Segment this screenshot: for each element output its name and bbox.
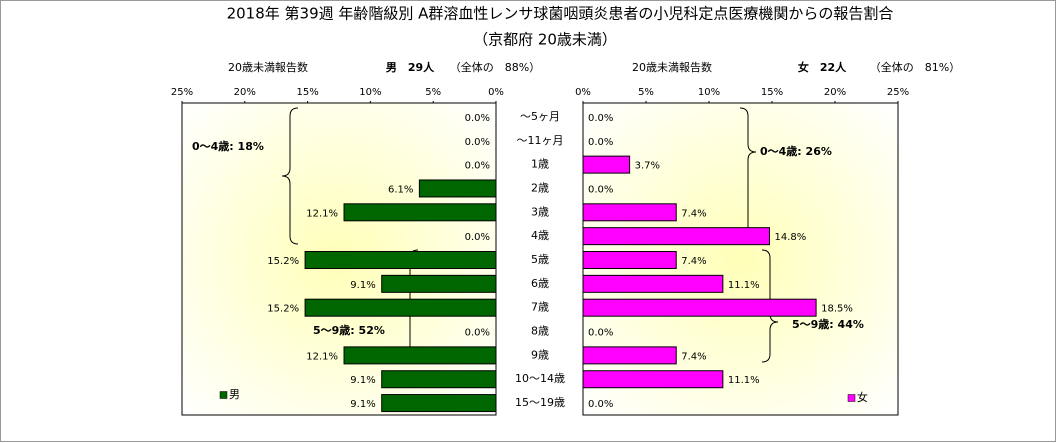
share: （全体の 81%） <box>870 60 960 74</box>
value-label: 0.0% <box>588 113 613 124</box>
value-label: 15.2% <box>267 304 299 315</box>
chart-title: 2018年 第39週 年齢階級別 A群溶血性レンサ球菌咽頭炎患者の小児科定点医療… <box>227 5 894 23</box>
x-tick-label: 25% <box>887 87 909 98</box>
bar <box>343 346 497 365</box>
bar <box>582 227 770 246</box>
legend-swatch <box>219 391 228 399</box>
bar <box>418 179 497 198</box>
x-tick-label: 10% <box>698 87 720 98</box>
category-label: 4歳 <box>531 229 549 242</box>
bar <box>582 346 677 365</box>
bar <box>381 394 497 413</box>
x-tick-label: 15% <box>296 87 318 98</box>
x-tick-label: 0% <box>488 87 504 98</box>
bar <box>582 203 677 222</box>
legend-label: 男 <box>229 388 240 401</box>
category-label: 10～14歳 <box>515 372 565 385</box>
category-label: 1歳 <box>531 158 549 171</box>
category-label: 3歳 <box>531 205 549 218</box>
value-label: 0.0% <box>465 232 490 243</box>
value-label: 9.1% <box>350 375 375 386</box>
bar <box>343 203 497 222</box>
value-label: 11.1% <box>728 280 760 291</box>
category-label: ～11ヶ月 <box>517 134 564 147</box>
category-label: 7歳 <box>531 301 549 314</box>
x-tick-label: 25% <box>171 87 193 98</box>
share: （全体の 88%） <box>450 60 540 74</box>
bar <box>582 155 631 174</box>
category-label: 5歳 <box>531 253 549 266</box>
value-label: 12.1% <box>306 208 338 219</box>
x-tick-label: 15% <box>761 87 783 98</box>
category-label: ～5ヶ月 <box>520 110 560 123</box>
bar <box>304 298 497 317</box>
annotation: 0～4歳: 18% <box>192 139 264 153</box>
count-label: 20歳未満報告数 <box>228 61 308 74</box>
bar <box>381 274 497 293</box>
brace <box>761 249 779 363</box>
sex-count: 男 29人 <box>386 60 435 74</box>
value-label: 0.0% <box>465 137 490 148</box>
value-label: 15.2% <box>267 256 299 267</box>
annotation: 0～4歳: 26% <box>760 144 832 158</box>
value-label: 0.0% <box>465 161 490 172</box>
value-label: 18.5% <box>821 304 853 315</box>
value-label: 0.0% <box>465 328 490 339</box>
legend-label: 女 <box>857 390 868 404</box>
x-tick-label: 20% <box>824 87 846 98</box>
x-tick-label: 5% <box>638 87 654 98</box>
bar <box>582 370 724 389</box>
value-label: 7.4% <box>681 208 706 219</box>
count-label: 20歳未満報告数 <box>632 61 712 74</box>
value-label: 9.1% <box>350 399 375 410</box>
annotation: 5～9歳: 44% <box>792 317 864 331</box>
x-tick-label: 5% <box>425 87 441 98</box>
value-label: 0.0% <box>588 137 613 148</box>
bar <box>582 251 677 269</box>
value-label: 11.1% <box>728 375 760 386</box>
x-tick-label: 0% <box>575 87 591 98</box>
sex-count: 女 22人 <box>798 60 847 74</box>
value-label: 0.0% <box>588 328 613 339</box>
annotation: 5～9歳: 52% <box>313 323 385 337</box>
bar <box>381 370 497 389</box>
bar <box>582 298 817 317</box>
category-label: 9歳 <box>531 348 549 361</box>
value-label: 7.4% <box>681 351 706 362</box>
value-label: 6.1% <box>388 184 413 195</box>
category-label: 8歳 <box>531 325 549 338</box>
value-label: 0.0% <box>588 399 613 410</box>
bar <box>304 251 497 269</box>
legend-swatch <box>847 394 856 402</box>
value-label: 12.1% <box>306 351 338 362</box>
value-label: 3.7% <box>635 161 660 172</box>
category-label: 2歳 <box>531 181 549 194</box>
value-label: 14.8% <box>774 232 806 243</box>
value-label: 7.4% <box>681 256 706 267</box>
bar <box>582 274 724 293</box>
brace <box>281 107 299 245</box>
value-label: 0.0% <box>465 113 490 124</box>
category-label: 15～19歳 <box>515 396 565 409</box>
chart-subtitle: （京都府 20歳未満） <box>473 31 617 49</box>
x-tick-label: 10% <box>359 87 381 98</box>
value-label: 9.1% <box>350 280 375 291</box>
value-label: 0.0% <box>588 184 613 195</box>
category-label: 6歳 <box>531 277 549 290</box>
x-tick-label: 20% <box>234 87 256 98</box>
